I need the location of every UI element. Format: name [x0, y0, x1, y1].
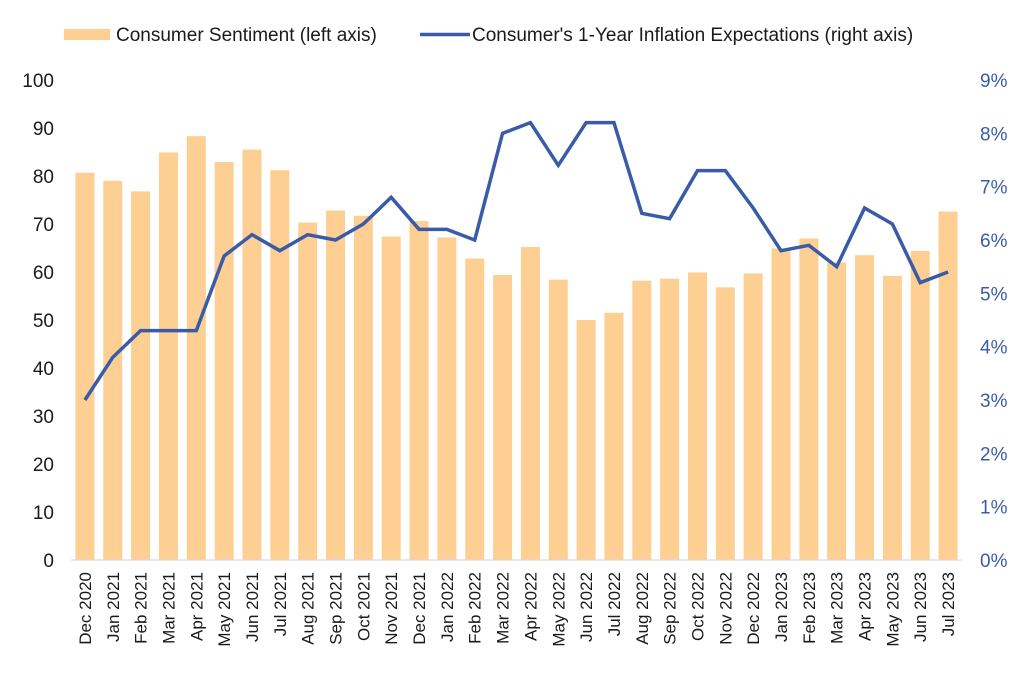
- bar-mar-2022: [493, 274, 513, 560]
- x-tick-label: Nov 2021: [382, 572, 401, 645]
- bar-jun-2023: [910, 250, 930, 560]
- x-tick-label: Oct 2021: [354, 572, 373, 641]
- x-tick-label: Nov 2022: [716, 572, 735, 645]
- x-tick-label: Jul 2021: [271, 572, 290, 636]
- x-tick-label: Aug 2022: [633, 572, 652, 645]
- right-tick-label: 4%: [980, 338, 1008, 359]
- bar-jan-2021: [103, 180, 123, 561]
- x-tick-label: Jan 2021: [104, 572, 123, 642]
- x-tick-label: Dec 2021: [410, 572, 429, 645]
- x-tick-label: Aug 2021: [299, 572, 318, 645]
- right-tick-label: 1%: [980, 498, 1008, 519]
- x-tick-label: Oct 2022: [688, 572, 707, 641]
- x-tick-label: Sep 2021: [327, 572, 346, 645]
- bar-series-consumer-sentiment: [75, 136, 958, 561]
- bar-sep-2022: [660, 278, 680, 560]
- legend: Consumer Sentiment (left axis) Consumer'…: [64, 25, 913, 46]
- bar-feb-2022: [465, 258, 485, 560]
- left-tick-label: 0: [43, 551, 54, 572]
- left-tick-label: 100: [22, 71, 54, 92]
- x-tick-label: Feb 2021: [132, 572, 151, 644]
- left-tick-label: 30: [33, 407, 54, 428]
- x-tick-label: Jun 2021: [243, 572, 262, 642]
- bar-jan-2023: [771, 248, 791, 561]
- bar-mar-2023: [827, 262, 847, 560]
- x-tick-label: Jun 2023: [911, 572, 930, 642]
- bar-dec-2022: [743, 273, 763, 560]
- x-tick-label: Feb 2022: [466, 572, 485, 644]
- x-tick-label: Jul 2022: [605, 572, 624, 636]
- x-tick-label: Mar 2021: [159, 572, 178, 644]
- right-tick-label: 5%: [980, 284, 1008, 305]
- right-tick-label: 7%: [980, 178, 1008, 199]
- x-tick-label: Apr 2022: [521, 572, 540, 641]
- bar-oct-2021: [353, 215, 373, 560]
- x-tick-label: Apr 2021: [187, 572, 206, 641]
- line-series-inflation-expectations: [83, 120, 949, 401]
- x-tick-label: Sep 2022: [661, 572, 680, 645]
- bar-aug-2021: [298, 222, 318, 560]
- x-tick-label: May 2022: [549, 572, 568, 647]
- right-tick-label: 0%: [980, 551, 1008, 572]
- x-tick-label: Dec 2020: [76, 572, 95, 645]
- x-tick-label: Jan 2022: [438, 572, 457, 642]
- bar-nov-2022: [715, 287, 735, 560]
- x-tick-label: Jun 2022: [577, 572, 596, 642]
- bar-may-2022: [548, 279, 568, 560]
- x-tick-label: Apr 2023: [856, 572, 875, 641]
- left-tick-label: 90: [33, 119, 54, 140]
- x-tick-label: May 2023: [883, 572, 902, 647]
- x-axis: Dec 2020 Jan 2021 Feb 2021 Mar 2021 Apr 2021…: [76, 572, 958, 647]
- bar-feb-2021: [131, 191, 151, 561]
- left-tick-label: 70: [33, 215, 54, 236]
- bar-oct-2022: [687, 272, 707, 560]
- x-tick-label: Mar 2022: [494, 572, 513, 644]
- left-tick-label: 10: [33, 503, 54, 524]
- left-tick-label: 80: [33, 167, 54, 188]
- bar-jun-2022: [576, 320, 596, 560]
- x-tick-label: Jul 2023: [939, 572, 958, 636]
- bar-jan-2022: [437, 237, 457, 560]
- bar-may-2023: [882, 275, 902, 560]
- bar-dec-2020: [75, 172, 95, 560]
- bar-feb-2023: [799, 238, 819, 560]
- x-tick-label: Jan 2023: [772, 572, 791, 642]
- bar-sep-2021: [326, 210, 346, 560]
- bar-dec-2021: [409, 221, 429, 560]
- left-tick-label: 60: [33, 263, 54, 284]
- bar-aug-2022: [632, 280, 652, 560]
- right-tick-label: 9%: [980, 71, 1008, 92]
- right-tick-label: 6%: [980, 231, 1008, 252]
- left-tick-label: 40: [33, 359, 54, 380]
- x-tick-label: May 2021: [215, 572, 234, 647]
- legend-swatch-consumer-sentiment: [64, 29, 110, 40]
- legend-label-consumer-sentiment: Consumer Sentiment (left axis): [116, 25, 377, 46]
- bar-may-2021: [214, 162, 234, 560]
- bar-apr-2022: [520, 247, 540, 561]
- bar-mar-2021: [158, 152, 178, 561]
- legend-label-inflation-expectations: Consumer's 1-Year Inflation Expectations…: [472, 25, 913, 46]
- left-axis: 0 10 20 30 40 50 60 70 80 90 100: [22, 71, 54, 572]
- right-axis: 0% 1% 2% 3% 4% 5% 6% 7% 8% 9%: [980, 71, 1008, 572]
- right-tick-label: 2%: [980, 444, 1008, 465]
- left-tick-label: 20: [33, 455, 54, 476]
- bar-nov-2021: [381, 236, 401, 561]
- x-tick-label: Feb 2023: [800, 572, 819, 644]
- left-tick-label: 50: [33, 311, 54, 332]
- x-tick-label: Mar 2023: [828, 572, 847, 644]
- bar-apr-2021: [186, 136, 206, 560]
- bar-jul-2022: [604, 312, 624, 560]
- line-inflation-expectations: [83, 120, 949, 401]
- bar-apr-2023: [855, 255, 875, 560]
- right-tick-label: 8%: [980, 124, 1008, 145]
- bar-jun-2021: [242, 149, 262, 560]
- x-tick-label: Dec 2022: [744, 572, 763, 645]
- bar-jul-2023: [938, 211, 958, 560]
- right-tick-label: 3%: [980, 391, 1008, 412]
- bar-jul-2021: [270, 170, 290, 561]
